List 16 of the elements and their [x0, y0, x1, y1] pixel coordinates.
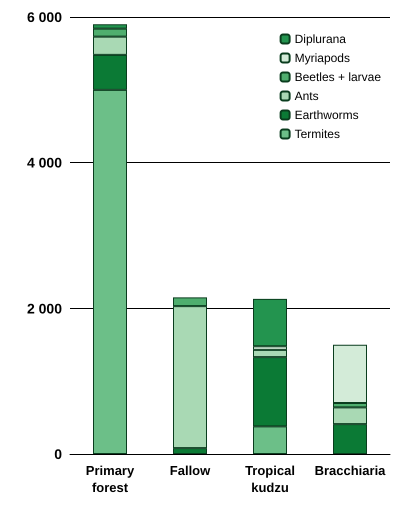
y-tick-label: 0 [54, 446, 62, 462]
bar [333, 344, 367, 404]
legend-label: Earthworms [294, 108, 359, 122]
x-tick-label: Fallow [170, 463, 212, 478]
legend-label: Ants [294, 89, 319, 103]
legend-label: Beetles + larvae [294, 70, 382, 84]
y-tick-label: 2 000 [26, 300, 62, 316]
y-tick-label: 6 000 [26, 9, 62, 25]
y-tick-label: 4 000 [26, 154, 62, 171]
x-tick-label: Bracchiaria [314, 463, 386, 478]
legend-label: Myriapods [294, 51, 350, 65]
x-tick-label: Tropical kudzu [245, 463, 295, 495]
x-tick-label: Primary forest [86, 463, 135, 495]
bar [253, 298, 287, 346]
legend-label: Diplurana [294, 32, 346, 46]
legend-label: Termites [294, 127, 340, 141]
